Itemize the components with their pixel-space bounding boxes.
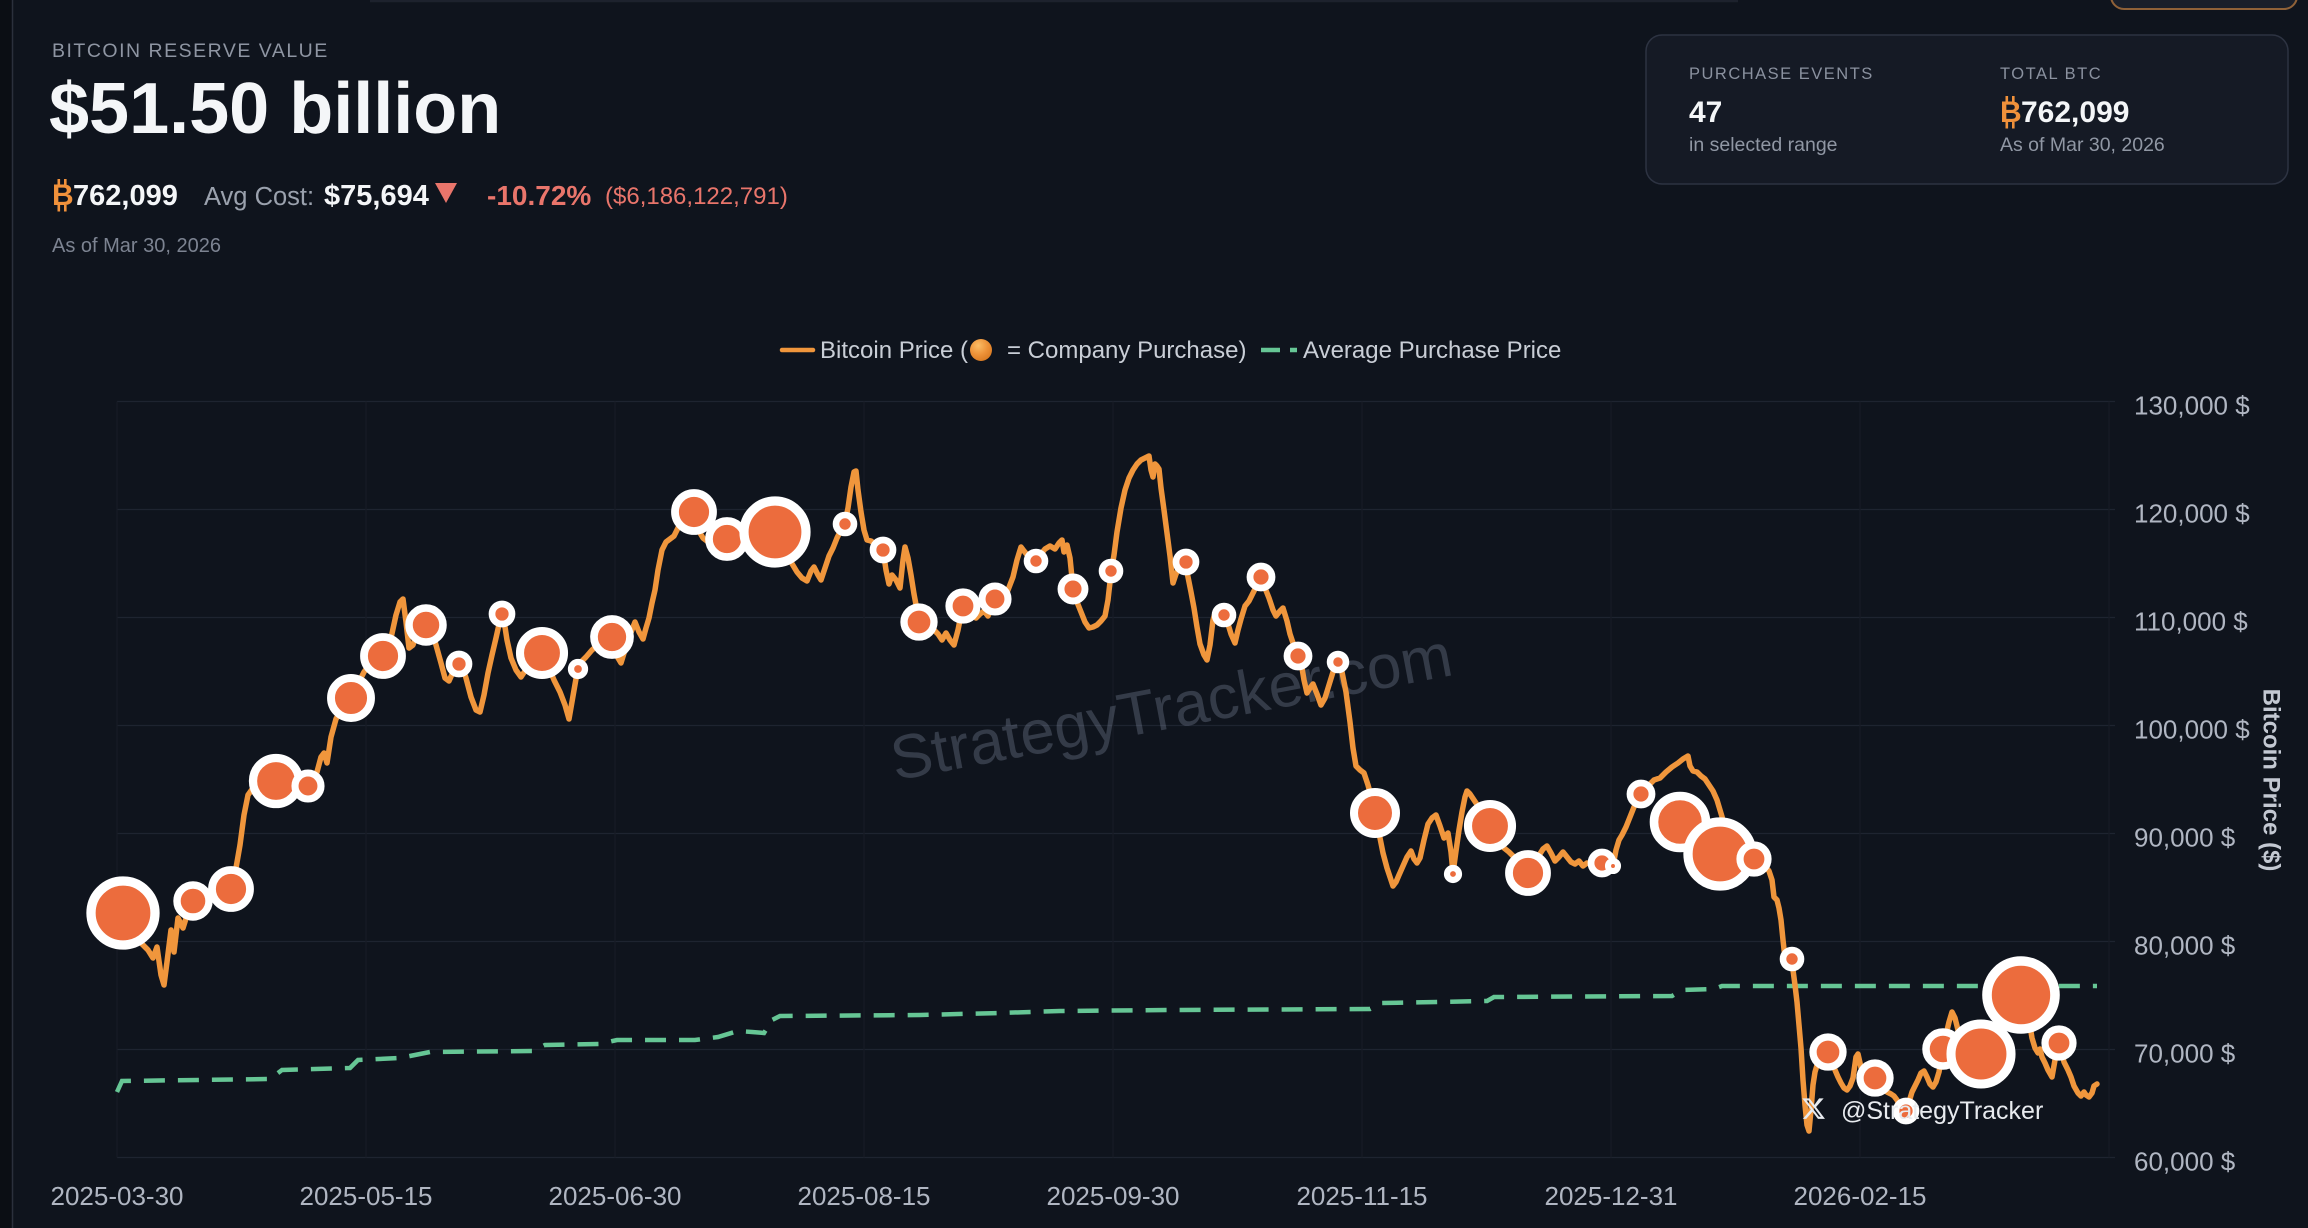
svg-text:2025-11-15: 2025-11-15	[1296, 1181, 1427, 1211]
svg-text:2025-09-30: 2025-09-30	[1047, 1181, 1180, 1211]
svg-text:2025-08-15: 2025-08-15	[798, 1181, 931, 1211]
svg-text:2025-05-15: 2025-05-15	[300, 1181, 433, 1211]
svg-text:2025-06-30: 2025-06-30	[549, 1181, 682, 1211]
svg-text:90,000 $: 90,000 $	[2134, 823, 2236, 853]
svg-text:120,000 $: 120,000 $	[2134, 499, 2250, 529]
svg-text:70,000 $: 70,000 $	[2134, 1039, 2236, 1069]
svg-text:B: B	[52, 179, 74, 212]
svg-text:Avg Cost:: Avg Cost:	[204, 183, 314, 211]
svg-text:-10.72%: -10.72%	[487, 180, 591, 211]
svg-text:47: 47	[1689, 96, 1722, 129]
svg-text:Bitcoin Price (: Bitcoin Price (	[820, 337, 968, 364]
svg-text:762,099: 762,099	[2021, 96, 2129, 129]
svg-text:@StrategyTracker: @StrategyTracker	[1841, 1097, 2043, 1125]
svg-text:110,000 $: 110,000 $	[2134, 607, 2248, 637]
svg-text:BITCOIN RESERVE VALUE: BITCOIN RESERVE VALUE	[52, 40, 329, 62]
svg-text:$51.50 billion: $51.50 billion	[49, 69, 501, 149]
svg-text:60,000 $: 60,000 $	[2134, 1147, 2236, 1177]
svg-text:2025-12-31: 2025-12-31	[1545, 1181, 1678, 1211]
svg-text:100,000 $: 100,000 $	[2134, 715, 2250, 745]
svg-text:in selected range: in selected range	[1689, 134, 1838, 156]
svg-text:B: B	[2000, 96, 2022, 129]
svg-text:Bitcoin Price ($): Bitcoin Price ($)	[2258, 689, 2285, 872]
svg-text:As of Mar 30, 2026: As of Mar 30, 2026	[52, 235, 221, 257]
svg-text:2025-03-30: 2025-03-30	[51, 1181, 184, 1211]
svg-text:PURCHASE EVENTS: PURCHASE EVENTS	[1689, 65, 1874, 83]
svg-text:762,099: 762,099	[73, 180, 178, 212]
svg-text:TOTAL BTC: TOTAL BTC	[2000, 65, 2102, 83]
svg-text:80,000 $: 80,000 $	[2134, 931, 2236, 961]
svg-text:As of Mar 30, 2026: As of Mar 30, 2026	[2000, 134, 2165, 156]
svg-text:130,000 $: 130,000 $	[2134, 391, 2250, 421]
svg-text:= Company Purchase): = Company Purchase)	[1007, 337, 1246, 364]
svg-text:($6,186,122,791): ($6,186,122,791)	[605, 183, 788, 210]
svg-text:2026-02-15: 2026-02-15	[1794, 1181, 1927, 1211]
svg-text:Average Purchase Price: Average Purchase Price	[1303, 337, 1561, 364]
svg-text:$75,694: $75,694	[324, 180, 429, 212]
